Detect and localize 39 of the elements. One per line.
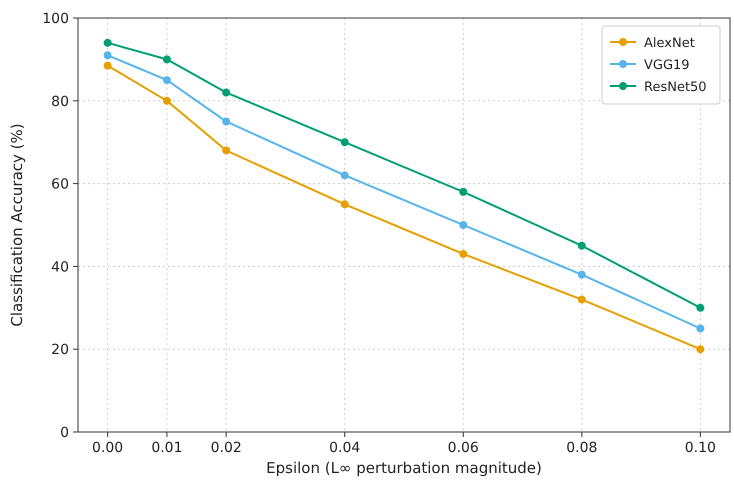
point — [104, 51, 112, 60]
x-tick-label: 0.00 — [92, 440, 124, 456]
legend-label: ResNet50 — [644, 80, 707, 95]
point — [340, 200, 349, 208]
point — [578, 242, 586, 250]
y-axis-title: Classification Accuracy (%) — [8, 123, 26, 327]
x-tick-label: 0.01 — [151, 440, 182, 456]
point — [104, 38, 112, 47]
point — [696, 304, 704, 312]
legend-label: VGG19 — [644, 58, 690, 73]
point — [696, 324, 704, 332]
x-tick-label: 0.08 — [566, 440, 598, 456]
y-tick-label: 40 — [51, 259, 69, 276]
y-tick-label: 0 — [60, 425, 69, 441]
point — [162, 76, 171, 84]
y-tick-label: 60 — [51, 176, 69, 193]
y-tick-label: 100 — [42, 11, 69, 27]
x-axis-title: Epsilon (L∞ perturbation magnitude) — [266, 459, 542, 477]
point — [162, 96, 171, 105]
point — [222, 118, 230, 126]
y-tick-label: 80 — [51, 94, 69, 110]
point — [222, 146, 230, 154]
point — [578, 296, 586, 304]
point — [340, 138, 349, 146]
point — [459, 221, 468, 229]
point — [104, 62, 112, 70]
x-tick-label: 0.04 — [329, 440, 360, 456]
x-tick-label: 0.06 — [448, 440, 479, 456]
point — [340, 171, 349, 180]
point — [578, 270, 586, 279]
x-tick-label: 0.02 — [210, 440, 242, 456]
point — [459, 188, 468, 196]
point — [222, 88, 230, 97]
x-tick-label: 0.10 — [684, 440, 716, 456]
point — [459, 250, 468, 258]
legend-label: AlexNet — [644, 36, 695, 51]
y-tick-label: 20 — [51, 342, 69, 358]
point — [696, 345, 704, 354]
point — [162, 55, 171, 64]
